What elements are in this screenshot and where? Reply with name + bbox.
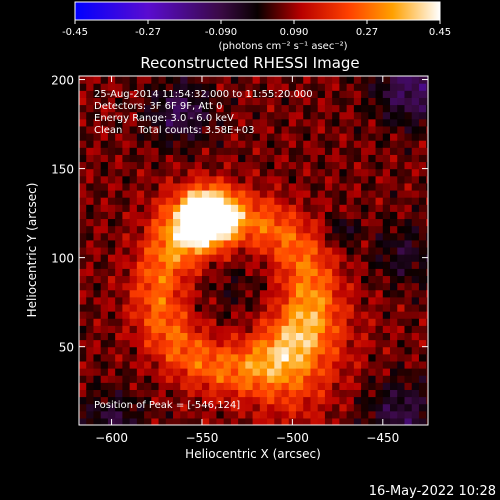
colorbar-tick-label: 0.090 [280,27,309,38]
annotation-counts: Clean Total counts: 3.58E+03 [94,125,254,136]
annotation-energy: Energy Range: 3.0 - 6.0 keV [94,113,234,124]
colorbar [74,1,441,21]
annotation-time: 25-Aug-2014 11:54:32.000 to 11:55:20.000 [94,89,313,100]
plot-date: 16-May-2022 10:28 [369,484,496,499]
colorbar-units: (photons cm⁻² s⁻¹ asec⁻²) [218,41,347,52]
x-axis-label: Heliocentric X (arcsec) [185,447,321,461]
y-axis-tick-label: 150 [51,163,74,177]
y-axis-tick-label: 200 [51,74,74,88]
x-axis-tick-label: −550 [185,431,218,445]
plot-frame [78,75,429,426]
colorbar-tick-label: -0.45 [62,27,88,38]
y-axis-label: Heliocentric Y (arcsec) [25,183,39,318]
y-axis-tick-label: 100 [51,252,74,266]
x-axis-tick-label: −450 [366,431,399,445]
chart-title: Reconstructed RHESSI Image [140,54,359,72]
x-axis-tick-label: −600 [95,431,128,445]
x-axis-tick-label: −500 [276,431,309,445]
y-axis-tick-label: 50 [59,341,74,355]
colorbar-tick-label: -0.090 [205,27,237,38]
annotation-detectors: Detectors: 3F 6F 9F, Att 0 [94,101,222,112]
annotation-peak: Position of Peak = [-546,124] [94,400,240,411]
colorbar-tick-label: 0.27 [356,27,378,38]
axis-ticks: −600 −550 −500 −450 50 100 150 200 [51,74,428,445]
colorbar-tick-label: -0.27 [135,27,161,38]
colorbar-tick-label: 0.45 [429,27,451,38]
colorbar-ticks: -0.45 -0.27 -0.090 0.090 0.27 0.45 [62,20,451,38]
heatmap-image [79,76,428,425]
